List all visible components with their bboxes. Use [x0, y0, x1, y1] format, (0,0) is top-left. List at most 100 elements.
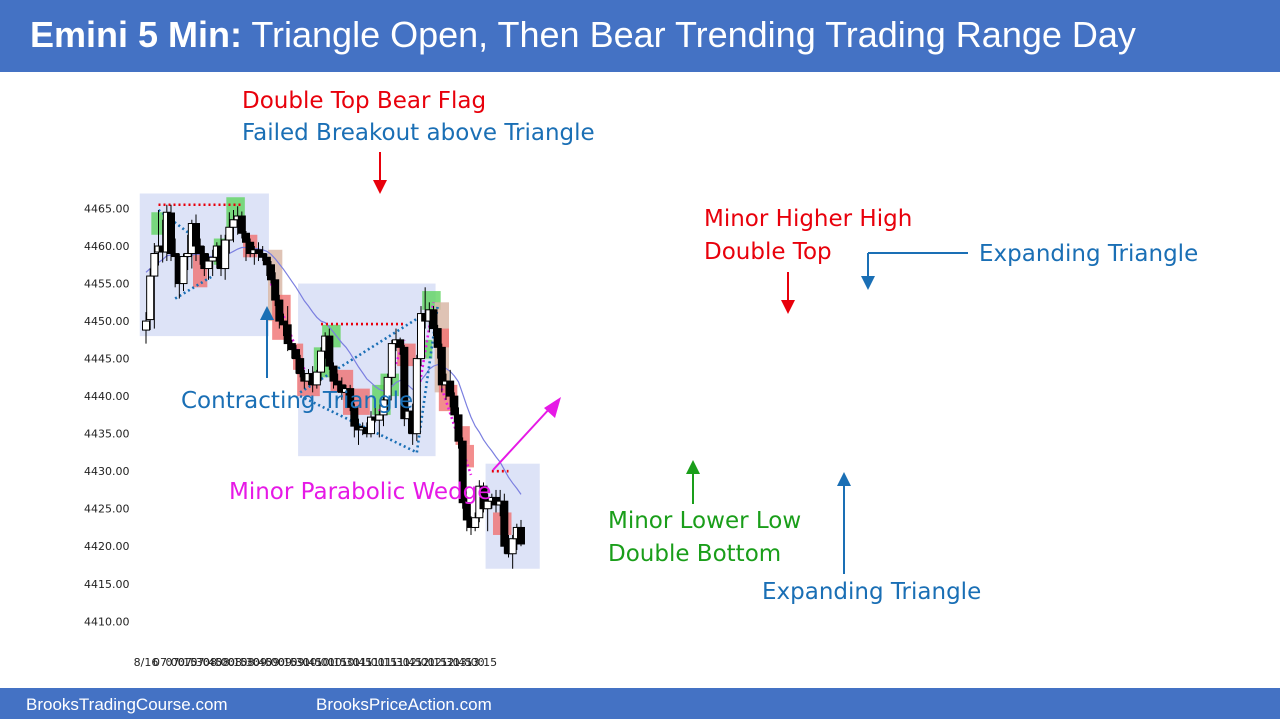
- candle-59: [387, 339, 396, 385]
- candle-body: [383, 376, 392, 401]
- annotation-double-top: Double Top: [704, 239, 832, 265]
- annotation-minor-parabolic-wedge: Minor Parabolic Wedge: [229, 479, 491, 505]
- title-rest: Triangle Open, Then Bear Trending Tradin…: [251, 14, 1136, 55]
- y-axis: 4465.00 4460.00 4455.00 4450.00 4445.00 4440.…: [84, 203, 130, 629]
- trend-line-5: [299, 394, 418, 454]
- candle-body: [312, 371, 321, 386]
- candle-body: [387, 343, 396, 378]
- y-tick-label: 4445.00: [84, 353, 130, 366]
- candle-body: [204, 260, 213, 270]
- x-tick-label: 10:45: [340, 656, 372, 669]
- candle-0: [142, 312, 150, 344]
- x-tick-label: 11:30: [378, 656, 410, 669]
- x-tick-label: 10:00: [303, 656, 335, 669]
- arrow-expanding-bottom: [837, 472, 851, 574]
- x-tick-label: 11:15: [365, 656, 397, 669]
- candle-41: [312, 369, 321, 389]
- candle-body: [454, 414, 463, 442]
- x-tick-label: 08:15: [215, 656, 247, 669]
- candle-body: [146, 275, 155, 321]
- x-tick-label: 12:30: [428, 656, 460, 669]
- y-tick-label: 4455.00: [84, 278, 130, 291]
- x-tick-label: 13:00: [453, 656, 485, 669]
- candle-37: [296, 354, 305, 378]
- candle-56: [375, 411, 384, 438]
- annotation-failed-breakout-triangle: Failed Breakout above Triangle: [242, 120, 595, 146]
- candle-body: [275, 299, 284, 322]
- candle-66: [416, 306, 425, 367]
- y-tick-label: 4420.00: [84, 540, 130, 553]
- candle-body: [150, 253, 159, 277]
- footer-bar: BrooksTradingCourse.com BrooksPriceActio…: [0, 688, 1280, 719]
- candles: [142, 204, 525, 569]
- candle-body: [291, 349, 300, 360]
- y-tick-label: 4425.00: [84, 503, 130, 516]
- candle-9: [179, 253, 188, 292]
- candle-76: [458, 437, 467, 509]
- title-bar: Emini 5 Min: Triangle Open, Then Bear Tr…: [0, 0, 1280, 72]
- candle-28: [258, 246, 267, 262]
- candle-body: [246, 241, 255, 255]
- candle-body: [416, 313, 425, 360]
- candle-body: [225, 226, 234, 241]
- candle-body: [166, 212, 175, 255]
- candle-body: [462, 502, 471, 521]
- candle-31: [271, 272, 280, 307]
- x-tick-label: 08:30: [228, 656, 260, 669]
- candle-body: [471, 517, 480, 528]
- candle-70: [433, 324, 442, 359]
- y-tick-label: 4410.00: [84, 615, 130, 628]
- arrow-contracting: [260, 306, 274, 378]
- candle-body: [446, 380, 455, 397]
- y-tick-label: 4460.00: [84, 240, 130, 253]
- candle-75: [454, 407, 463, 449]
- y-tick-label: 4465.00: [84, 203, 130, 216]
- footer-right-link[interactable]: BrooksPriceAction.com: [316, 695, 492, 714]
- candle-81: [479, 482, 488, 513]
- y-tick-label: 4430.00: [84, 465, 130, 478]
- annotation-minor-higher-high: Minor Higher High: [704, 206, 912, 232]
- y-tick-label: 4450.00: [84, 315, 130, 328]
- candle-body: [325, 335, 334, 367]
- annotation-double-bottom: Double Bottom: [608, 541, 781, 567]
- range-boxes: [139, 193, 540, 569]
- footer-left-link[interactable]: BrooksTradingCourse.com: [26, 695, 228, 714]
- candle-36: [291, 345, 300, 374]
- candle-45: [329, 362, 338, 389]
- candle-body: [262, 256, 271, 266]
- candle-body: [237, 215, 246, 234]
- candle-29: [262, 253, 271, 277]
- candle-16: [208, 249, 217, 277]
- candle-7: [171, 238, 180, 288]
- candle-body: [433, 328, 442, 348]
- x-tick-label: 07:30: [178, 656, 210, 669]
- candle-15: [204, 253, 213, 280]
- candle-57: [379, 396, 388, 427]
- candle-23: [237, 211, 246, 239]
- annotation-double-top-bear-flag: Double Top Bear Flag: [242, 88, 486, 114]
- candlestick-chart: 4465.00 4460.00 4455.00 4450.00 4445.00 4440.…: [84, 88, 1198, 669]
- candle-86: [500, 493, 509, 554]
- candle-54: [366, 411, 375, 438]
- candle-71: [437, 343, 446, 393]
- x-tick-label: 09:45: [290, 656, 322, 669]
- x-tick-label: 08:45: [240, 656, 272, 669]
- candle-body: [142, 320, 150, 331]
- candle-82: [483, 493, 492, 532]
- annotation-expanding-triangle-bottom: Expanding Triangle: [762, 579, 981, 605]
- x-tick-label: 10:15: [315, 656, 347, 669]
- candle-69: [429, 306, 438, 337]
- candle-body: [516, 526, 525, 545]
- arrow-higher-high: [781, 272, 795, 314]
- x-axis: 8/16 07:0007:1507:3007:4508:0008:1508:30…: [134, 656, 498, 669]
- candle-10: [183, 234, 192, 271]
- x-tick-label: 13:15: [465, 656, 497, 669]
- y-tick-label: 4435.00: [84, 428, 130, 441]
- candle-74: [450, 392, 459, 423]
- candle-50: [350, 403, 359, 438]
- candle-12: [191, 214, 200, 262]
- candle-body: [429, 309, 438, 330]
- candle-58: [383, 373, 392, 412]
- candle-body: [241, 232, 250, 243]
- arrow-expanding-top: [861, 252, 968, 290]
